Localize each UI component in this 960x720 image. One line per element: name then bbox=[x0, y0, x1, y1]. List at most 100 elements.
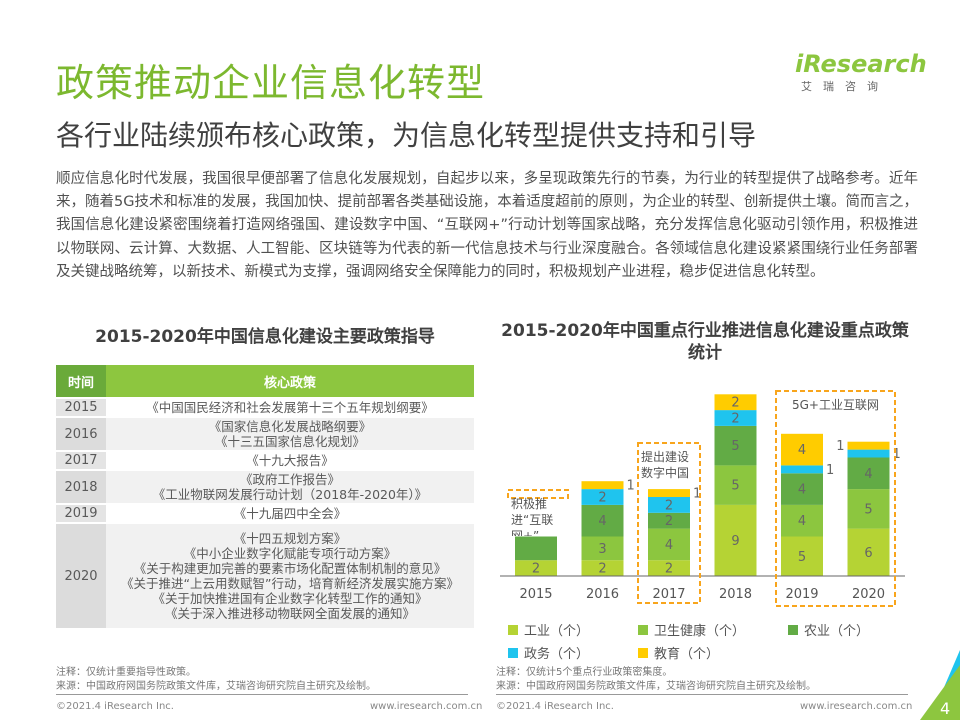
chart-source: 来源：中国政府网国务院政策文件库，艾瑞咨询研究院自主研究及绘制。 bbox=[496, 681, 816, 692]
table-row: 2017 《十九大报告》 bbox=[56, 452, 474, 469]
policy-item: 《关于推进“上云用数赋智”行动，培育新经济发展实施方案》 bbox=[121, 576, 459, 591]
table-note: 注释：仅统计重要指导性政策。 bbox=[56, 667, 196, 678]
bar-segment bbox=[781, 465, 823, 474]
x-tick-label: 2019 bbox=[785, 587, 818, 602]
x-tick-label: 2015 bbox=[519, 587, 552, 602]
policy-item: 《十九届四中全会》 bbox=[233, 506, 347, 521]
logo-cn: 艾瑞咨询 bbox=[801, 80, 889, 93]
bar-label: 4 bbox=[798, 514, 806, 529]
copyright: ©2021.4 iResearch Inc. bbox=[56, 701, 174, 712]
policy-item: 《中国国民经济和社会发展第十三个五年规划纲要》 bbox=[146, 400, 434, 415]
table-title: 2015-2020年中国信息化建设主要政策指导 bbox=[95, 327, 435, 347]
bar-label: 2 bbox=[665, 562, 673, 577]
bar-segment bbox=[714, 394, 757, 411]
bar-segment bbox=[648, 512, 690, 529]
policy-item: 《中小企业数字化赋能专项行动方案》 bbox=[183, 546, 397, 561]
chart-legend: 工业（个） 卫生健康（个） 农业（个） 政务（个） 教育（个） bbox=[508, 620, 908, 662]
bar-label: 3 bbox=[598, 542, 606, 557]
legend-swatch bbox=[638, 647, 648, 658]
policy-item: 《关于加快推进国有企业数字化转型工作的通知》 bbox=[152, 591, 428, 606]
bar-segment bbox=[714, 465, 757, 505]
table-row: 2019 《十九届四中全会》 bbox=[56, 505, 474, 522]
x-tick-label: 2018 bbox=[719, 587, 752, 602]
bar-segment bbox=[648, 528, 690, 561]
legend-swatch bbox=[508, 624, 518, 635]
bar-label: 2 bbox=[731, 412, 739, 427]
bar-label: 4 bbox=[665, 538, 673, 553]
bar-label: 1 bbox=[836, 439, 844, 454]
bar-segment bbox=[581, 481, 624, 490]
bar-segment bbox=[847, 528, 890, 576]
bar-label: 1 bbox=[693, 487, 701, 502]
policy-item: 《工业物联网发展行动计划（2018年-2020年）》 bbox=[152, 487, 428, 502]
corner-decoration: 4 bbox=[920, 650, 960, 720]
legend-item: 工业（个） bbox=[508, 620, 638, 639]
bar-label: 2 bbox=[731, 396, 739, 411]
bar-segment bbox=[581, 504, 624, 537]
x-tick-label: 2017 bbox=[652, 587, 685, 602]
bar-segment bbox=[581, 489, 624, 505]
annotation-text: 5G+工业互联网 bbox=[792, 398, 879, 412]
legend-item: 卫生健康（个） bbox=[638, 620, 788, 639]
page-number: 4 bbox=[940, 699, 950, 718]
bar-segment bbox=[714, 504, 757, 576]
year-cell: 2015 bbox=[56, 399, 106, 416]
website: www.iresearch.com.cn bbox=[800, 701, 913, 712]
bar-segment bbox=[648, 560, 690, 576]
bar-label: 4 bbox=[798, 483, 806, 498]
bar-segment bbox=[847, 441, 890, 450]
bar-segment bbox=[515, 560, 557, 576]
page-subtitle: 各行业陆续颁布核心政策，为信息化转型提供支持和引导 bbox=[56, 119, 757, 152]
bar-segment bbox=[781, 536, 823, 576]
table-row: 2015 《中国国民经济和社会发展第十三个五年规划纲要》 bbox=[56, 399, 474, 416]
legend-swatch bbox=[788, 624, 798, 635]
year-cell: 2020 bbox=[56, 524, 106, 628]
annotation-box bbox=[507, 489, 569, 499]
bar-label: 4 bbox=[798, 443, 806, 458]
bar-segment bbox=[847, 457, 890, 490]
annotation-box bbox=[637, 442, 701, 604]
bar-label: 5 bbox=[798, 550, 806, 565]
annotation-text: 积极推进“互联网+” bbox=[511, 497, 554, 536]
bar-segment bbox=[781, 504, 823, 537]
bar-label: 2 bbox=[665, 514, 673, 529]
bar-label: 2 bbox=[598, 562, 606, 577]
year-cell: 2018 bbox=[56, 471, 106, 503]
policy-table: 时间 核心政策 2015 《中国国民经济和社会发展第十三个五年规划纲要》 2016 《… bbox=[56, 363, 474, 630]
bar-label: 5 bbox=[864, 502, 872, 517]
legend-item: 教育（个） bbox=[638, 643, 788, 662]
policy-item: 《关于构建更加完善的要素市场化配置体制机制的意见》 bbox=[133, 561, 447, 576]
annotation-text: 提出建设数字中国 bbox=[641, 450, 690, 480]
bar-label: 4 bbox=[598, 514, 606, 529]
bar-segment bbox=[781, 433, 823, 466]
divider bbox=[56, 694, 468, 695]
legend-label: 政务（个） bbox=[524, 647, 590, 662]
bar-label: 9 bbox=[731, 534, 739, 549]
bar-label: 2 bbox=[598, 491, 606, 506]
bar-label: 1 bbox=[826, 463, 834, 478]
divider bbox=[496, 694, 908, 695]
policy-item: 《关于深入推进移动物联网全面发展的通知》 bbox=[164, 606, 415, 621]
legend-swatch bbox=[638, 624, 648, 635]
bar-segment bbox=[714, 425, 757, 466]
policy-item: 《国家信息化发展战略纲要》 bbox=[208, 419, 372, 434]
page-title: 政策推动企业信息化转型 bbox=[56, 61, 486, 105]
iresearch-logo: iResearch 艾瑞咨询 bbox=[795, 50, 927, 94]
policy-item: 《十四五规划方案》 bbox=[233, 531, 347, 546]
bar-segment bbox=[847, 489, 890, 529]
legend-label: 教育（个） bbox=[654, 647, 720, 662]
bar-segment bbox=[648, 497, 690, 513]
legend-label: 工业（个） bbox=[524, 624, 590, 639]
stacked-bar-chart: 2201523421201624221201795522201854414201… bbox=[500, 390, 905, 607]
legend-swatch bbox=[508, 647, 518, 658]
bar-segment bbox=[581, 560, 624, 576]
table-row: 2020 《十四五规划方案》 《中小企业数字化赋能专项行动方案》 《关于构建更加完善的… bbox=[56, 524, 474, 628]
copyright: ©2021.4 iResearch Inc. bbox=[496, 701, 614, 712]
bar-segment bbox=[714, 410, 757, 426]
year-cell: 2017 bbox=[56, 452, 106, 469]
bar-label: 2 bbox=[665, 498, 673, 513]
legend-item: 政务（个） bbox=[508, 643, 638, 662]
chart-note: 注释：仅统计5个重点行业政策密集度。 bbox=[496, 667, 673, 678]
policy-cell: 《国家信息化发展战略纲要》 《十三五国家信息化规划》 bbox=[106, 418, 474, 450]
header-time: 时间 bbox=[56, 365, 106, 397]
